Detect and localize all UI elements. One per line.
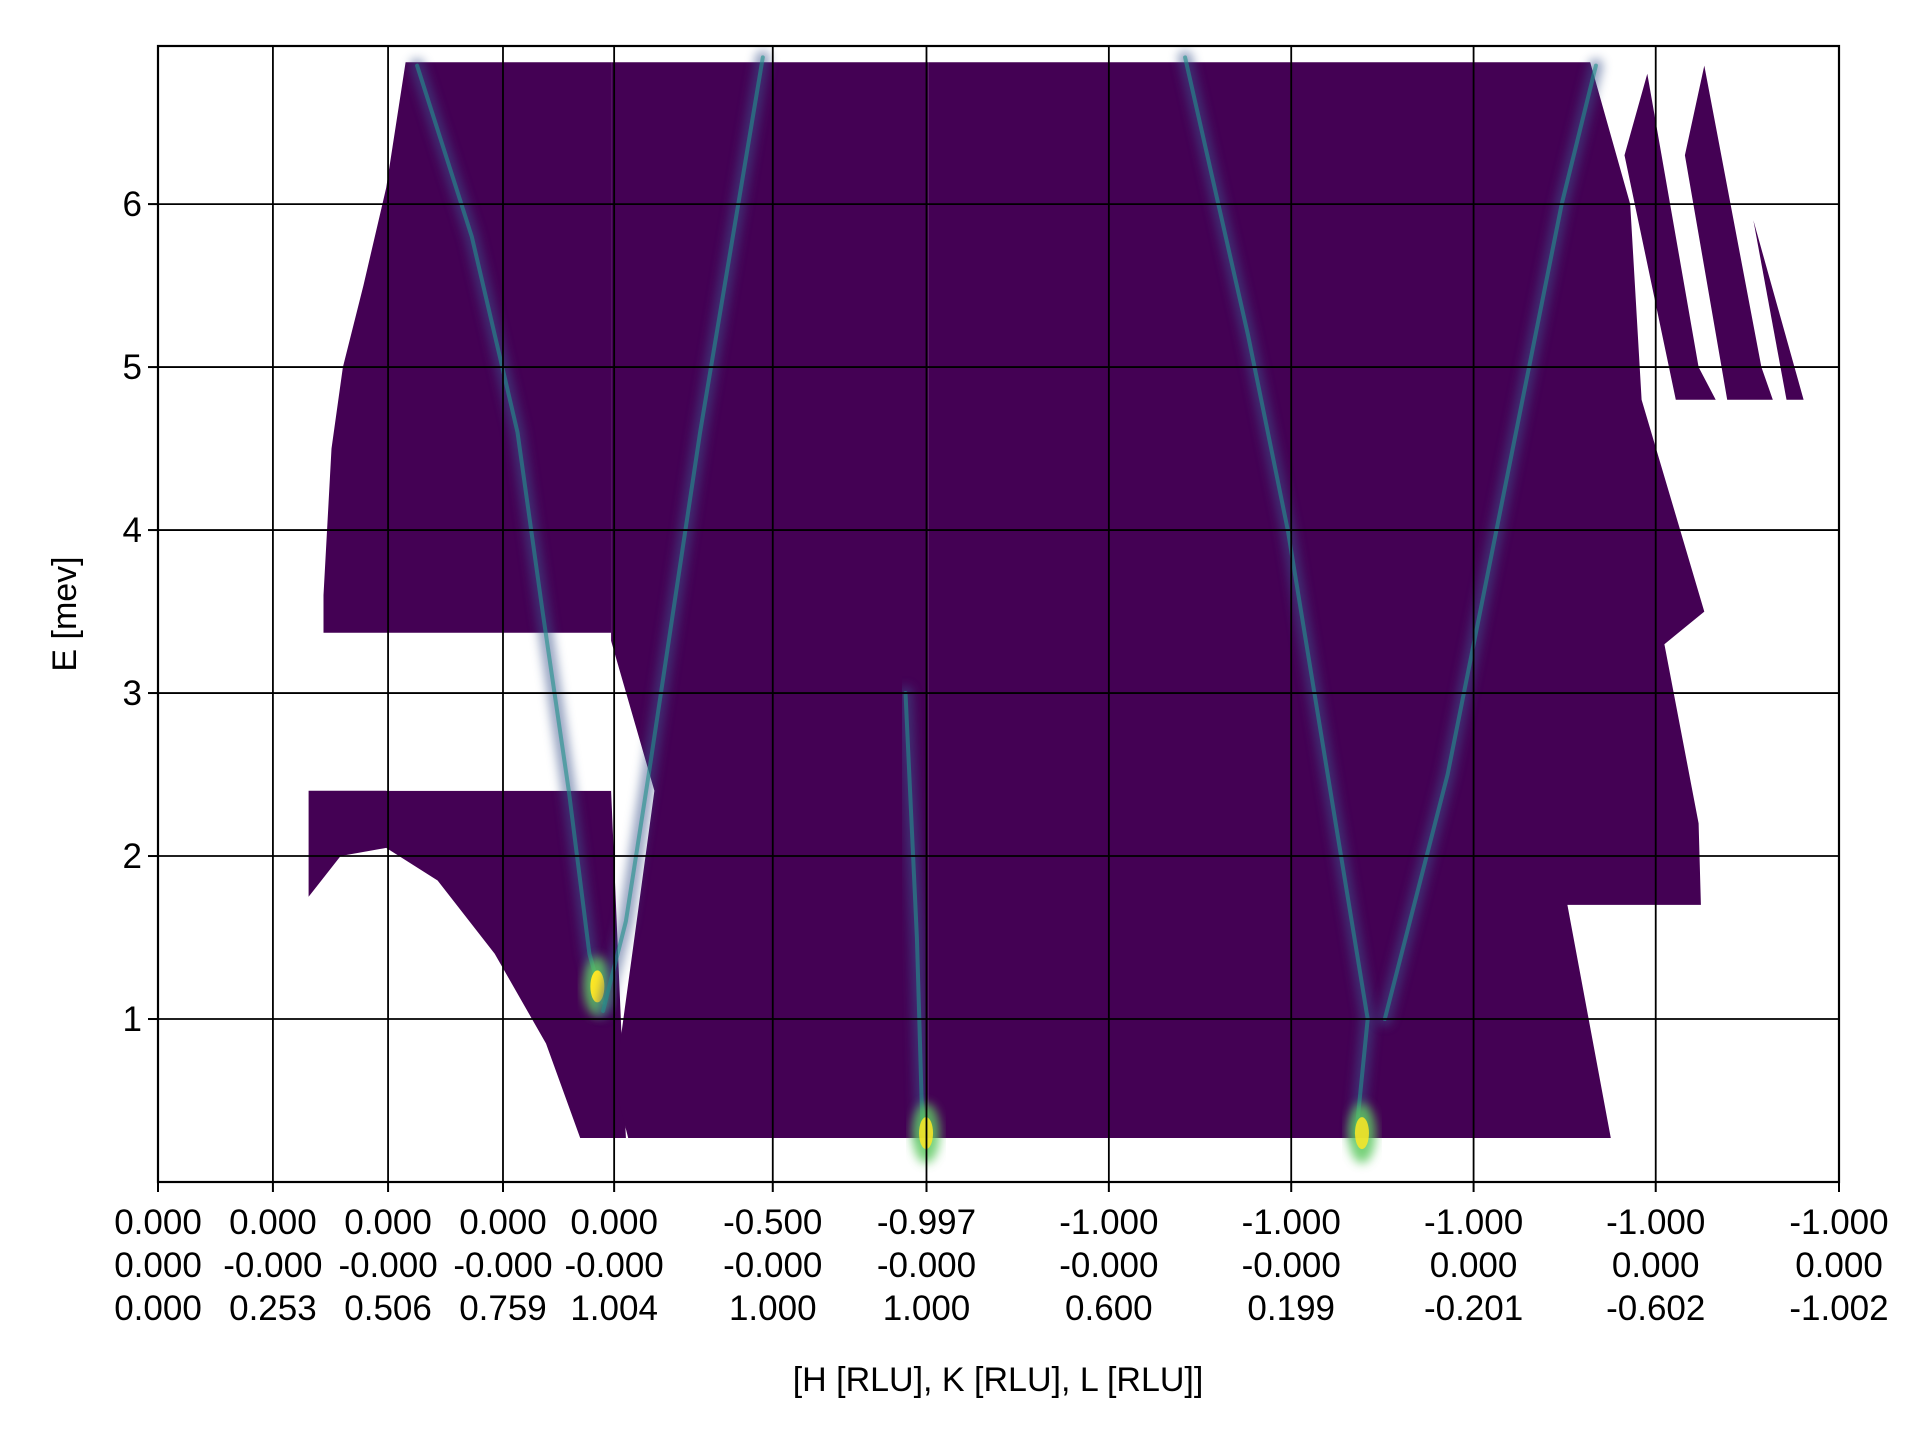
y-tick-label: 2 <box>123 837 142 876</box>
x-tick-label: 0.199 <box>1247 1289 1335 1328</box>
y-tick-label: 1 <box>123 1000 142 1039</box>
dispersion-core-branch-a <box>415 63 606 1005</box>
x-tick-label: -0.997 <box>877 1203 976 1242</box>
x-tick-label: 0.000 <box>229 1203 317 1242</box>
y-tick-label: 3 <box>123 674 142 713</box>
y-tick-label: 6 <box>123 185 142 224</box>
x-tick-label: 0.000 <box>570 1203 658 1242</box>
x-tick-label: 1.000 <box>729 1289 817 1328</box>
x-tick-label: -0.201 <box>1424 1289 1523 1328</box>
coverage-segment-4 <box>1624 73 1716 400</box>
x-axis-title: [H [RLU], K [RLU], L [RLU]] <box>793 1361 1204 1399</box>
x-tick-label: -0.000 <box>453 1246 552 1285</box>
x-tick-label: 0.000 <box>114 1203 202 1242</box>
dispersion-core-branch-c <box>1183 55 1370 1136</box>
coverage-segment-1-lower <box>308 790 626 1138</box>
x-tick-label: -0.000 <box>223 1246 322 1285</box>
coverage-segment-2 <box>611 62 929 1138</box>
x-tick-label: 0.506 <box>344 1289 432 1328</box>
y-axis-title: E [mev] <box>46 556 84 671</box>
x-tick-label: 0.000 <box>1612 1246 1700 1285</box>
x-tick-label: -0.500 <box>723 1203 822 1242</box>
gap-region-1 <box>386 640 612 791</box>
x-tick-label: -0.000 <box>723 1246 822 1285</box>
x-tick-label: 0.000 <box>1795 1246 1883 1285</box>
peak-branch-c <box>1354 1117 1369 1150</box>
y-axis: 1 2 3 4 5 6 <box>123 185 158 1039</box>
x-tick-label: 0.000 <box>114 1246 202 1285</box>
data-layer <box>308 50 1804 1164</box>
dispersion-core-branch-b <box>601 55 765 1013</box>
y-tick-label: 4 <box>123 511 142 550</box>
x-tick-label: -0.000 <box>338 1246 437 1285</box>
x-tick-label: -1.000 <box>1242 1203 1341 1242</box>
x-tick-label: 0.000 <box>344 1203 432 1242</box>
x-tick-label: 0.600 <box>1065 1289 1153 1328</box>
x-tick-label: 0.759 <box>459 1289 547 1328</box>
x-tick-label: 0.000 <box>1430 1246 1518 1285</box>
x-tick-label: -1.000 <box>1606 1203 1705 1242</box>
x-tick-label: -1.000 <box>1424 1203 1523 1242</box>
y-tick-label: 5 <box>123 348 142 387</box>
plot-frame <box>156 44 1841 1184</box>
coverage-segment-3 <box>928 62 1705 1138</box>
x-tick-label: -0.000 <box>1059 1246 1158 1285</box>
x-axis: 0.000 0.000 0.000 0.000 -0.000 0.253 0.000 -0.0… <box>114 1182 1889 1328</box>
x-tick-label: -1.000 <box>1059 1203 1158 1242</box>
x-tick-label: -0.000 <box>1242 1246 1341 1285</box>
x-tick-label: 0.253 <box>229 1289 317 1328</box>
x-tick-label: -1.002 <box>1789 1289 1888 1328</box>
x-tick-label: 1.000 <box>883 1289 971 1328</box>
x-tick-label: -0.000 <box>565 1246 664 1285</box>
x-tick-label: 0.000 <box>459 1203 547 1242</box>
x-tick-label: -1.000 <box>1789 1203 1888 1242</box>
grid-lines <box>157 46 1840 1182</box>
x-tick-label: -0.000 <box>877 1246 976 1285</box>
coverage-segment-5 <box>1684 65 1773 400</box>
dispersion-core-branch-e <box>903 691 925 1136</box>
coverage-segment-6 <box>1753 220 1804 400</box>
x-tick-label: 1.004 <box>570 1289 658 1328</box>
x-tick-label: 0.000 <box>114 1289 202 1328</box>
x-tick-label: -0.602 <box>1606 1289 1705 1328</box>
